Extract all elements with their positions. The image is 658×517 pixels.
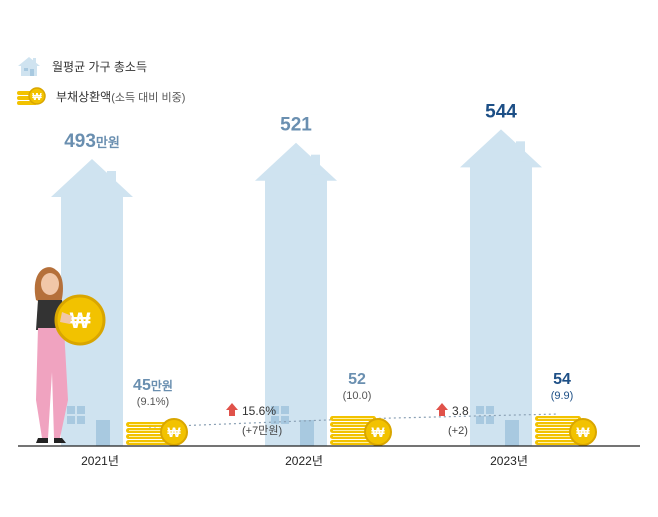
debt-value-label: 45만원 [133,377,173,394]
up-arrow-icon [226,403,238,416]
house-body [460,129,542,447]
house-chimney [107,171,116,192]
legend-debt: ₩ 부채상환액(소득 대비 비중) [16,86,185,106]
change-abs-label: (+7만원) [242,424,282,437]
change-abs-label: (+2) [448,425,468,437]
legend-income-label: 월평균 가구 총소득 [52,59,147,74]
x-tick-label: 2021년 [81,454,119,468]
income-value-label: 521 [280,115,312,136]
person-shoe [54,438,66,443]
person-pants [36,328,68,438]
debt-ratio-label: (10.0) [343,390,372,402]
house-door [96,420,110,446]
won-coin-icon [569,418,597,446]
house-icon [18,57,40,76]
house-window [281,406,289,414]
house-window [281,416,289,424]
change-pct-label: 15.6% [242,404,276,418]
house-window [271,406,279,414]
debt-coin-stack: ₩ [330,416,392,446]
debt-trend-line [148,413,559,428]
legend-debt-sub: (소득 대비 비중) [111,91,186,104]
won-coin-icon [364,418,392,446]
house-door [300,420,314,446]
house-window [271,416,279,424]
person-hand [60,312,72,324]
income-house-bar [460,129,542,447]
person-with-coin-illustration: ₩ [34,267,106,443]
won-symbol: ₩ [576,424,590,440]
house-window [486,416,494,424]
house-window [77,416,85,424]
change-annotation: 3.8 (+2) [436,403,469,437]
person-shoe [36,438,48,443]
up-arrow-icon [436,403,448,416]
svg-text:₩: ₩ [32,92,42,103]
house-window [67,416,75,424]
debt-value-label: 52 [348,371,366,388]
house-body [255,142,337,447]
change-pct-label: 3.8 [452,404,469,418]
debt-ratio-label: (9.1%) [137,396,169,408]
house-window [486,406,494,414]
house-window [67,406,75,414]
house-door [505,420,519,446]
income-value-label: 493만원 [64,131,120,152]
won-coin-icon [160,418,188,446]
house-window [476,406,484,414]
debt-ratio-label: (9.9) [551,390,574,402]
house-window [77,406,85,414]
x-tick-label: 2022년 [285,454,323,468]
legend-income: 월평균 가구 총소득 [16,54,147,78]
legend-debt-label: 부채상환액 [56,89,112,104]
house-window [476,416,484,424]
person-face [41,273,59,295]
won-symbol: ₩ [70,308,91,333]
income-house-bar [255,142,337,447]
big-coin-icon [54,294,106,346]
x-tick-label: 2023년 [490,454,528,468]
won-symbol: ₩ [371,424,385,440]
coin-stack-icon: ₩ [17,87,46,105]
change-annotation: 15.6% (+7만원) [226,403,282,437]
income-value-label: 544 [485,101,517,122]
debt-coin-stack: ₩ [126,418,188,446]
won-symbol: ₩ [167,424,181,440]
debt-coin-stack: ₩ [535,416,597,446]
debt-value-label: 54 [553,371,571,388]
house-chimney [516,141,525,162]
house-chimney [311,154,320,175]
